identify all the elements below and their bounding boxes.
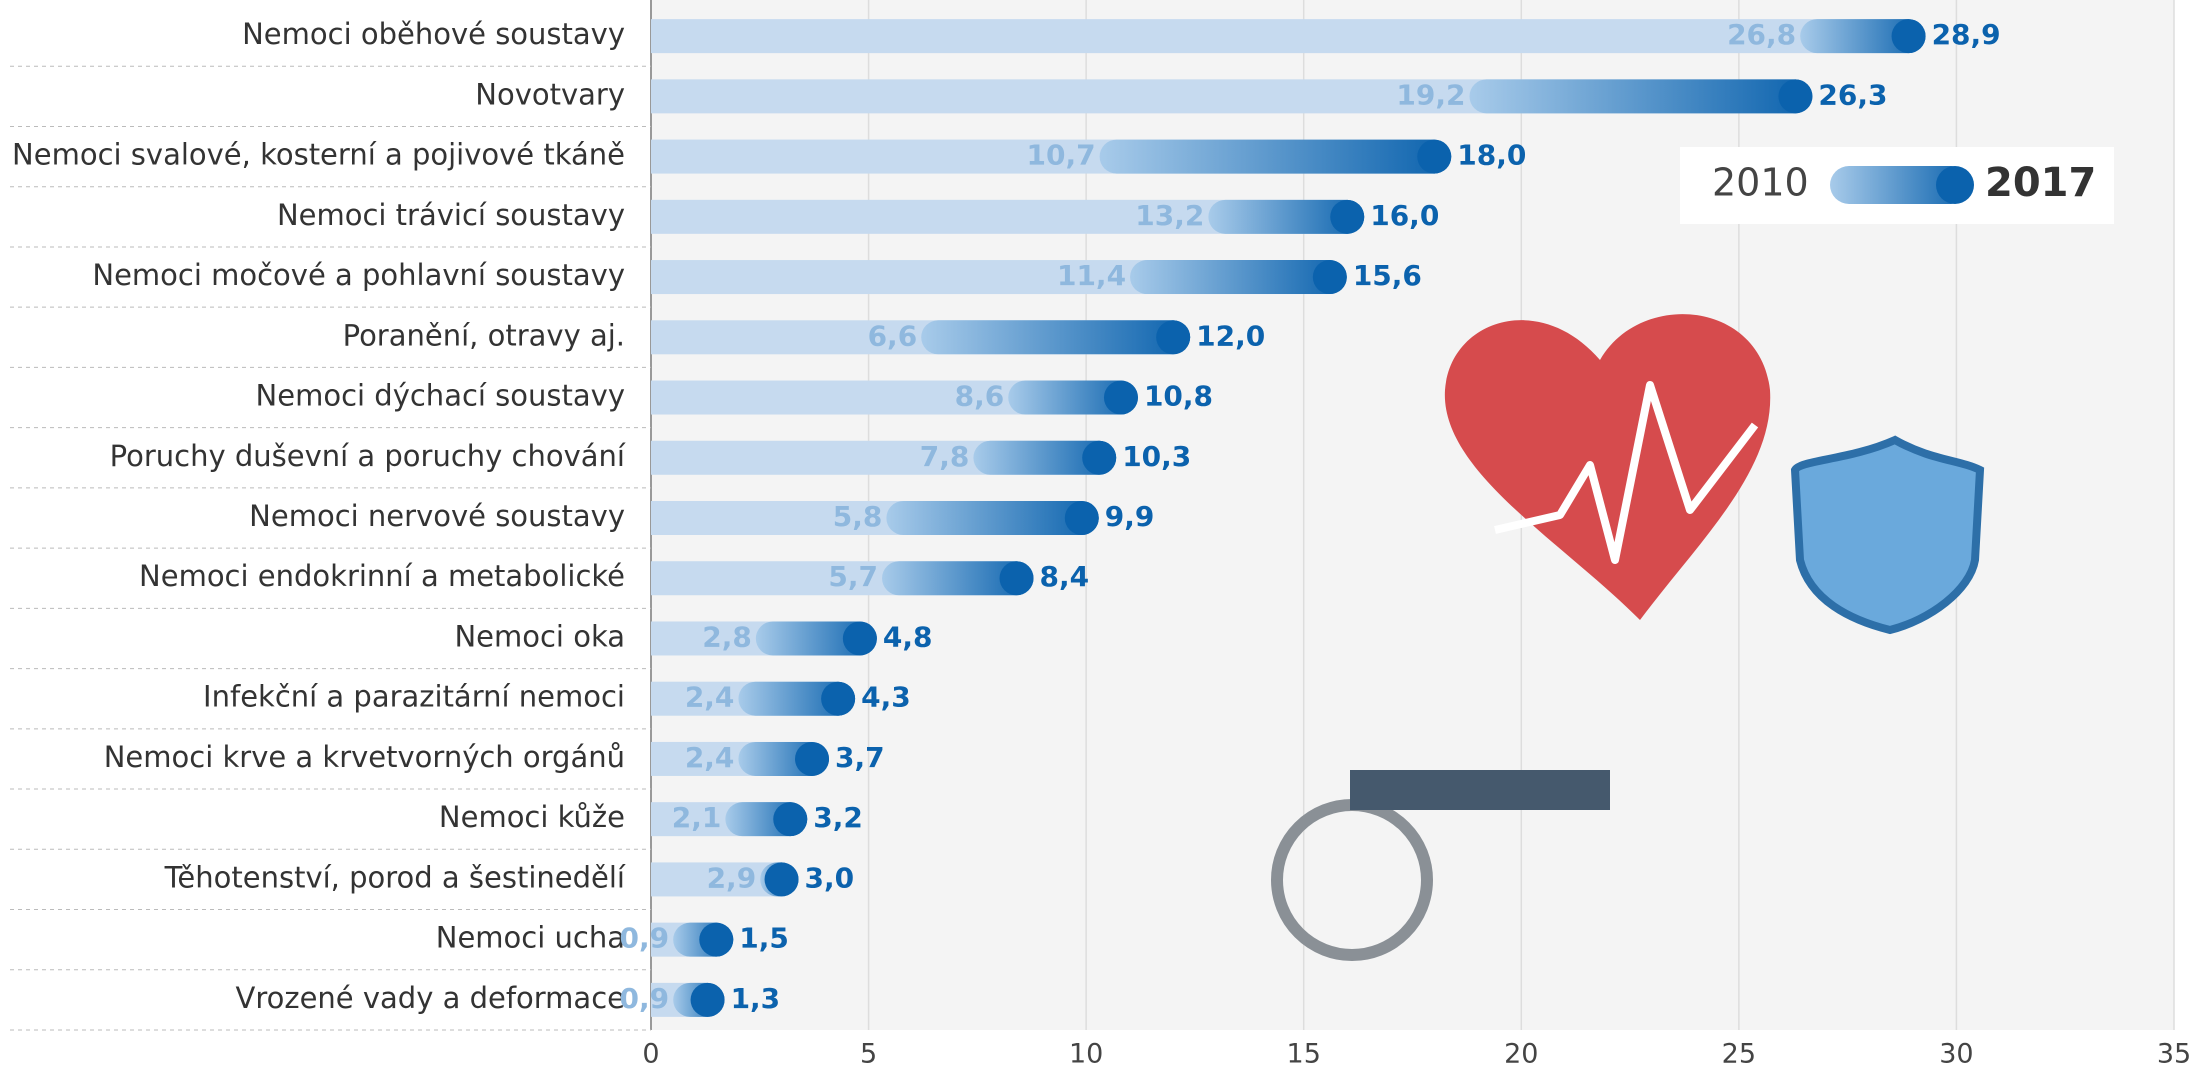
category-label: Nemoci dýchací soustavy [256,379,625,413]
x-tick-label: 35 [2157,1039,2191,1070]
dot [1104,381,1138,415]
legend-label: 2017 [1985,160,2096,206]
dot [699,923,733,957]
category-label: Nemoci kůže [439,800,625,834]
x-tick-label: 5 [860,1039,877,1070]
value-label: 18,0 [1457,139,1526,172]
category-label: Poranění, otravy aj. [343,318,625,352]
dot [821,682,855,716]
x-tick-label: 10 [1069,1039,1103,1070]
value-label: 10,8 [1144,380,1213,413]
category-label: Infekční a parazitární nemoci [203,680,625,714]
dot [773,802,807,836]
change-bar [1100,140,1452,174]
category-label: Novotvary [475,77,625,111]
value-label: 1,5 [739,922,789,955]
value-label: 1,3 [731,982,781,1015]
category-label: Nemoci svalové, kosterní a pojivové tkán… [12,138,625,172]
value-label: 26,3 [1818,78,1887,111]
value-label: 6,6 [868,319,918,352]
category-label: Nemoci oběhové soustavy [242,17,625,51]
value-label: 5,8 [833,500,883,533]
category-label: Nemoci oka [454,619,625,653]
value-label: 19,2 [1396,78,1465,111]
seat [1350,770,1610,810]
value-label: 10,7 [1027,139,1096,172]
dot [765,862,799,896]
value-label: 3,7 [835,741,885,774]
x-tick-label: 20 [1504,1039,1538,1070]
legend-label: 2010 [1712,161,1809,205]
value-label: 9,9 [1105,500,1155,533]
dot [843,621,877,655]
category-label: Nemoci ucha [436,921,625,955]
x-tick-label: 25 [1722,1039,1756,1070]
chart: 0 5 10 15 20 25 30 35 Nemoci oběhové soustavy 26,… [0,0,2195,1074]
value-label: 8,6 [955,380,1005,413]
shield [1795,440,1980,630]
value-label: 3,2 [813,801,863,834]
value-label: 3,0 [805,861,855,894]
legend: 2010 2017 [1680,147,2114,224]
legend-swatch-dot [1936,166,1974,204]
dot [1313,260,1347,294]
value-label: 12,0 [1196,319,1265,352]
change-bar [1469,79,1812,113]
value-label: 0,9 [620,982,670,1015]
value-label: 11,4 [1057,259,1126,292]
dot [1778,79,1812,113]
value-label: 0,9 [620,922,670,955]
value-label: 13,2 [1135,199,1204,232]
category-label: Nemoci močové a pohlavní soustavy [92,258,625,292]
dot [1000,561,1034,595]
category-label: Nemoci trávicí soustavy [277,198,625,232]
dot [691,983,725,1017]
value-label: 2,8 [702,620,752,653]
x-tick-label: 15 [1287,1039,1321,1070]
value-label: 2,1 [672,801,722,834]
value-label: 7,8 [920,440,970,473]
value-label: 2,4 [685,681,735,714]
dot [1156,320,1190,354]
category-label: Nemoci endokrinní a metabolické [139,559,625,593]
x-tick-label: 0 [642,1039,659,1070]
dot [795,742,829,776]
value-label: 5,7 [828,560,878,593]
dot [1417,140,1451,174]
value-label: 15,6 [1353,259,1422,292]
category-label: Nemoci krve a krvetvorných orgánů [104,740,625,774]
dot [1892,19,1926,53]
value-label: 10,3 [1122,440,1191,473]
category-label: Poruchy duševní a poruchy chování [110,439,626,473]
page: {"chart_data": {"type": "dumbbell-bar", … [0,0,2195,1074]
value-label: 28,9 [1932,18,2001,51]
value-label: 16,0 [1370,199,1439,232]
bar-background [651,19,1909,53]
change-bar [921,320,1190,354]
x-tick-label: 30 [1939,1039,1973,1070]
dot [1082,441,1116,475]
category-label: Vrozené vady a deformace [235,981,625,1015]
dot [1330,200,1364,234]
value-label: 26,8 [1727,18,1796,51]
value-label: 4,3 [861,681,911,714]
category-label: Nemoci nervové soustavy [249,499,625,533]
value-label: 2,4 [685,741,735,774]
value-label: 4,8 [883,620,933,653]
category-label: Těhotenství, porod a šestinedělí [164,860,626,894]
value-label: 2,9 [707,861,757,894]
value-label: 8,4 [1040,560,1090,593]
dot [1065,501,1099,535]
